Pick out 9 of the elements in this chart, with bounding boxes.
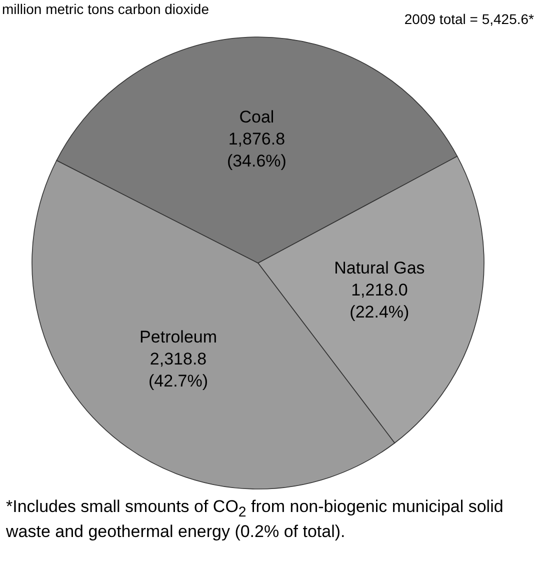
chart-title: million metric tons carbon dioxide <box>2 1 210 17</box>
slice-label: Coal <box>239 108 274 127</box>
data-label: 1,876.8 (34.6%) <box>226 130 286 171</box>
data-label: 2,318.8 (42.7%) <box>148 349 208 390</box>
text: 2009 total = 5,425.6* <box>404 11 535 27</box>
slice-label: Natural Gas <box>334 258 425 278</box>
text: *Includes small smounts of CO$_{2}$ from non-biogenic municipal solid waste and geothermal energy (0.2% of total). <box>6 497 504 542</box>
data-label: 1,218.0 (22.4%) <box>350 280 410 322</box>
slice-label: Petroleum <box>140 327 218 346</box>
